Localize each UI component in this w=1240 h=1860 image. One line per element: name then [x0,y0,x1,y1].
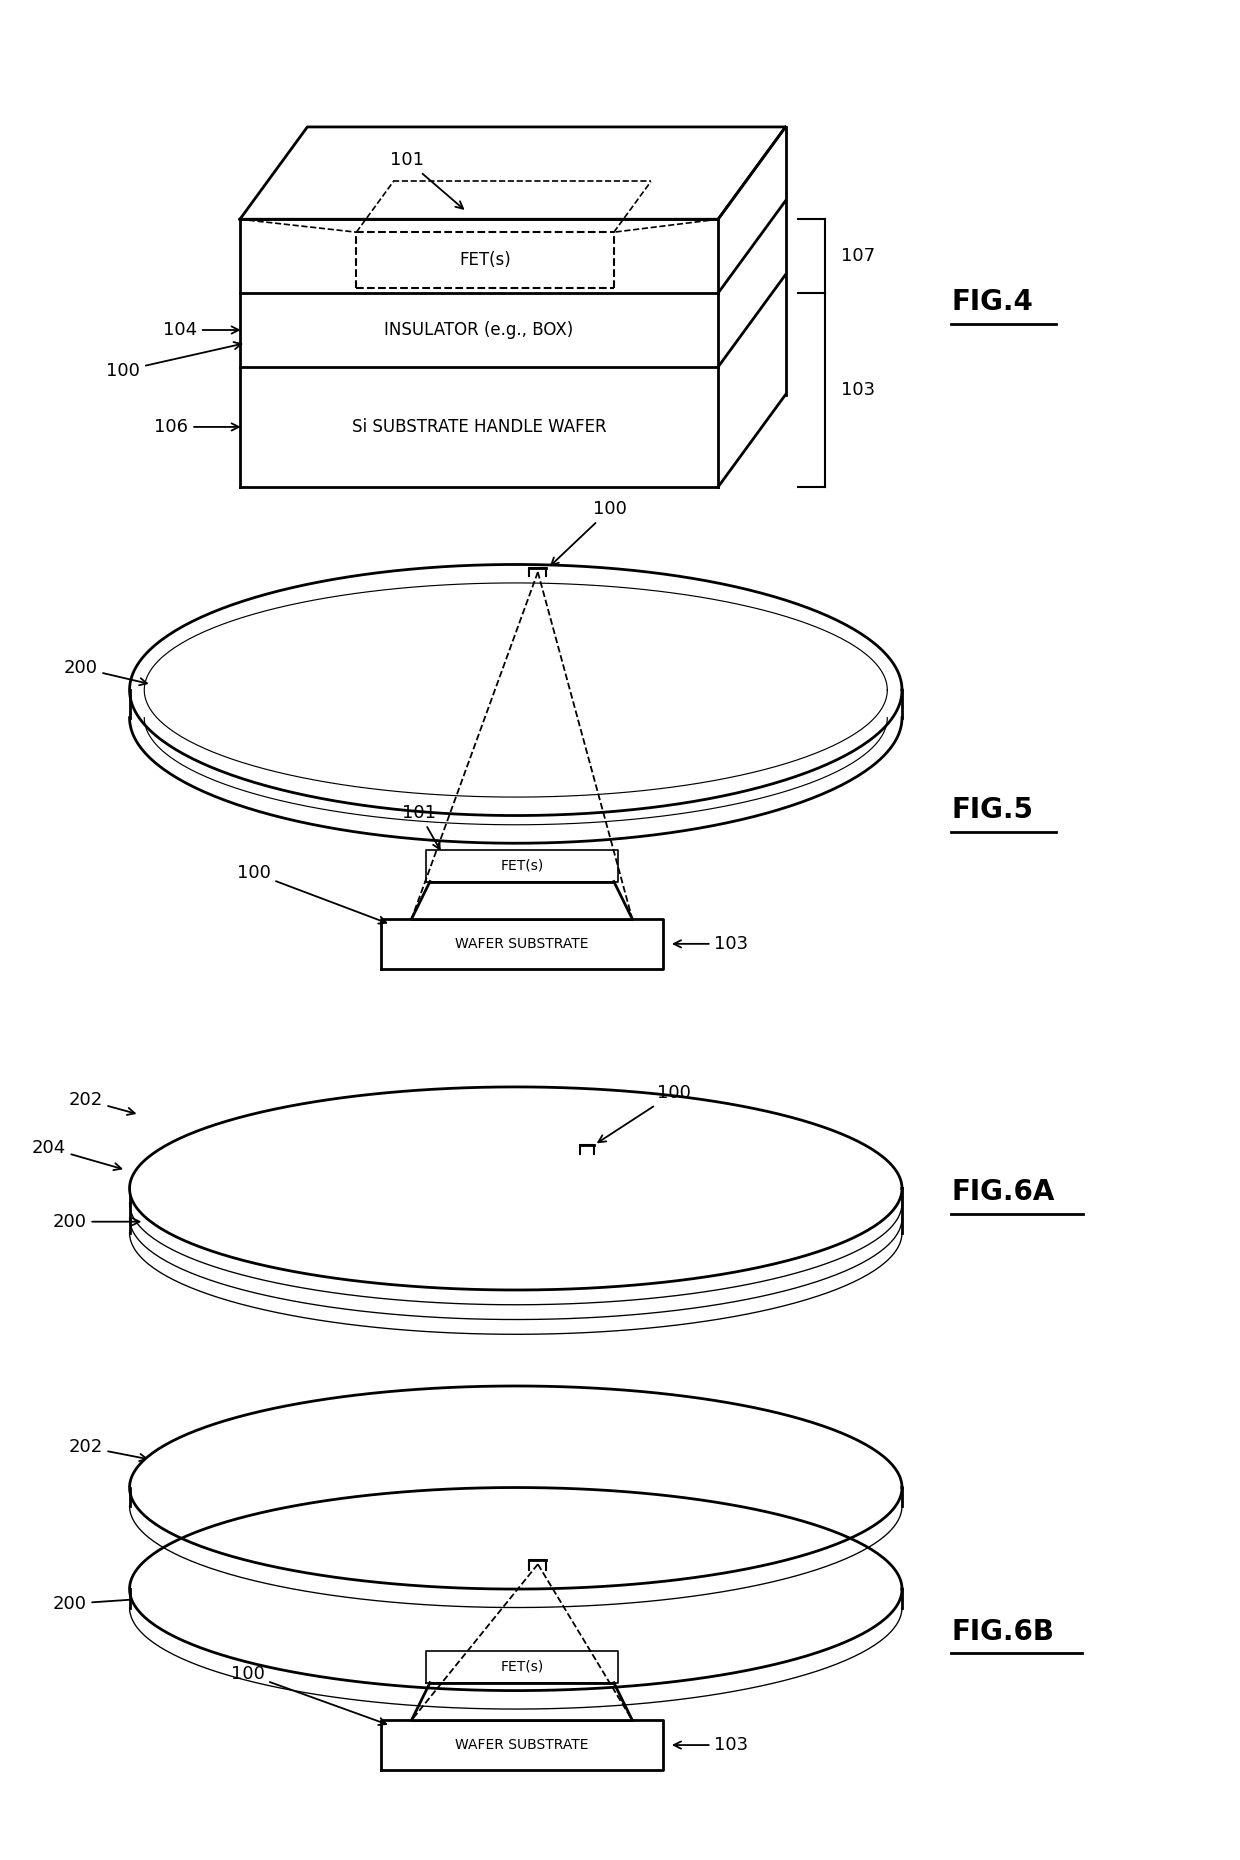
Polygon shape [239,126,785,219]
Text: 101: 101 [389,151,463,208]
Text: 107: 107 [841,247,875,266]
Text: 104: 104 [162,322,239,339]
Text: WAFER SUBSTRATE: WAFER SUBSTRATE [455,1737,589,1752]
Text: 100: 100 [551,1508,619,1559]
Text: 200: 200 [63,658,148,684]
Polygon shape [381,1720,663,1771]
Text: FET(s): FET(s) [459,251,511,270]
Text: 101: 101 [402,804,440,850]
Text: 100: 100 [551,500,627,565]
Polygon shape [427,850,618,882]
Text: FIG.6B: FIG.6B [951,1618,1054,1646]
Text: INSULATOR (e.g., BOX): INSULATOR (e.g., BOX) [384,322,574,339]
Polygon shape [129,564,901,815]
Text: WAFER SUBSTRATE: WAFER SUBSTRATE [455,937,589,950]
Text: FET(s): FET(s) [500,1659,543,1674]
Text: 100: 100 [107,342,242,379]
Polygon shape [239,294,718,366]
Text: 202: 202 [68,1090,135,1114]
Polygon shape [427,1652,618,1683]
Polygon shape [129,1386,901,1588]
Polygon shape [412,882,632,919]
Polygon shape [129,1086,901,1291]
Text: 202: 202 [68,1438,146,1462]
Polygon shape [129,1488,901,1691]
Text: Si SUBSTRATE HANDLE WAFER: Si SUBSTRATE HANDLE WAFER [352,418,606,435]
Text: 100: 100 [231,1665,386,1724]
Text: FET(s): FET(s) [500,859,543,872]
Text: 100: 100 [598,1084,691,1142]
Polygon shape [239,366,718,487]
Polygon shape [356,232,614,288]
Text: 100: 100 [237,863,386,924]
Text: 103: 103 [673,936,749,952]
Text: FIG.6A: FIG.6A [951,1177,1054,1205]
Text: 103: 103 [673,1735,749,1754]
Text: FIG.4: FIG.4 [951,288,1033,316]
Text: 103: 103 [841,381,875,400]
Text: 204: 204 [31,1138,122,1170]
Text: 200: 200 [52,1213,139,1231]
Text: 106: 106 [155,418,239,435]
Text: 101: 101 [399,1605,440,1650]
Polygon shape [412,1683,632,1720]
Polygon shape [239,219,718,294]
Text: 200: 200 [52,1594,146,1613]
Polygon shape [381,919,663,969]
Text: FIG.5: FIG.5 [951,796,1033,824]
